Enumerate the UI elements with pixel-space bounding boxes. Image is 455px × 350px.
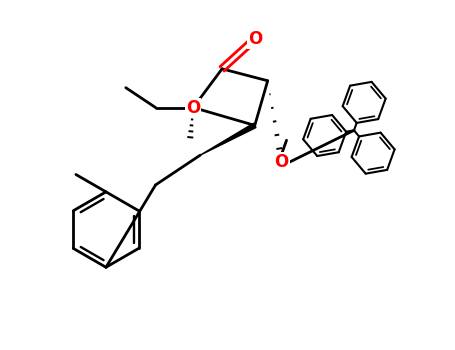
Polygon shape (200, 123, 256, 155)
Text: O: O (186, 99, 200, 117)
Text: O: O (274, 153, 288, 171)
Text: O: O (248, 30, 262, 48)
